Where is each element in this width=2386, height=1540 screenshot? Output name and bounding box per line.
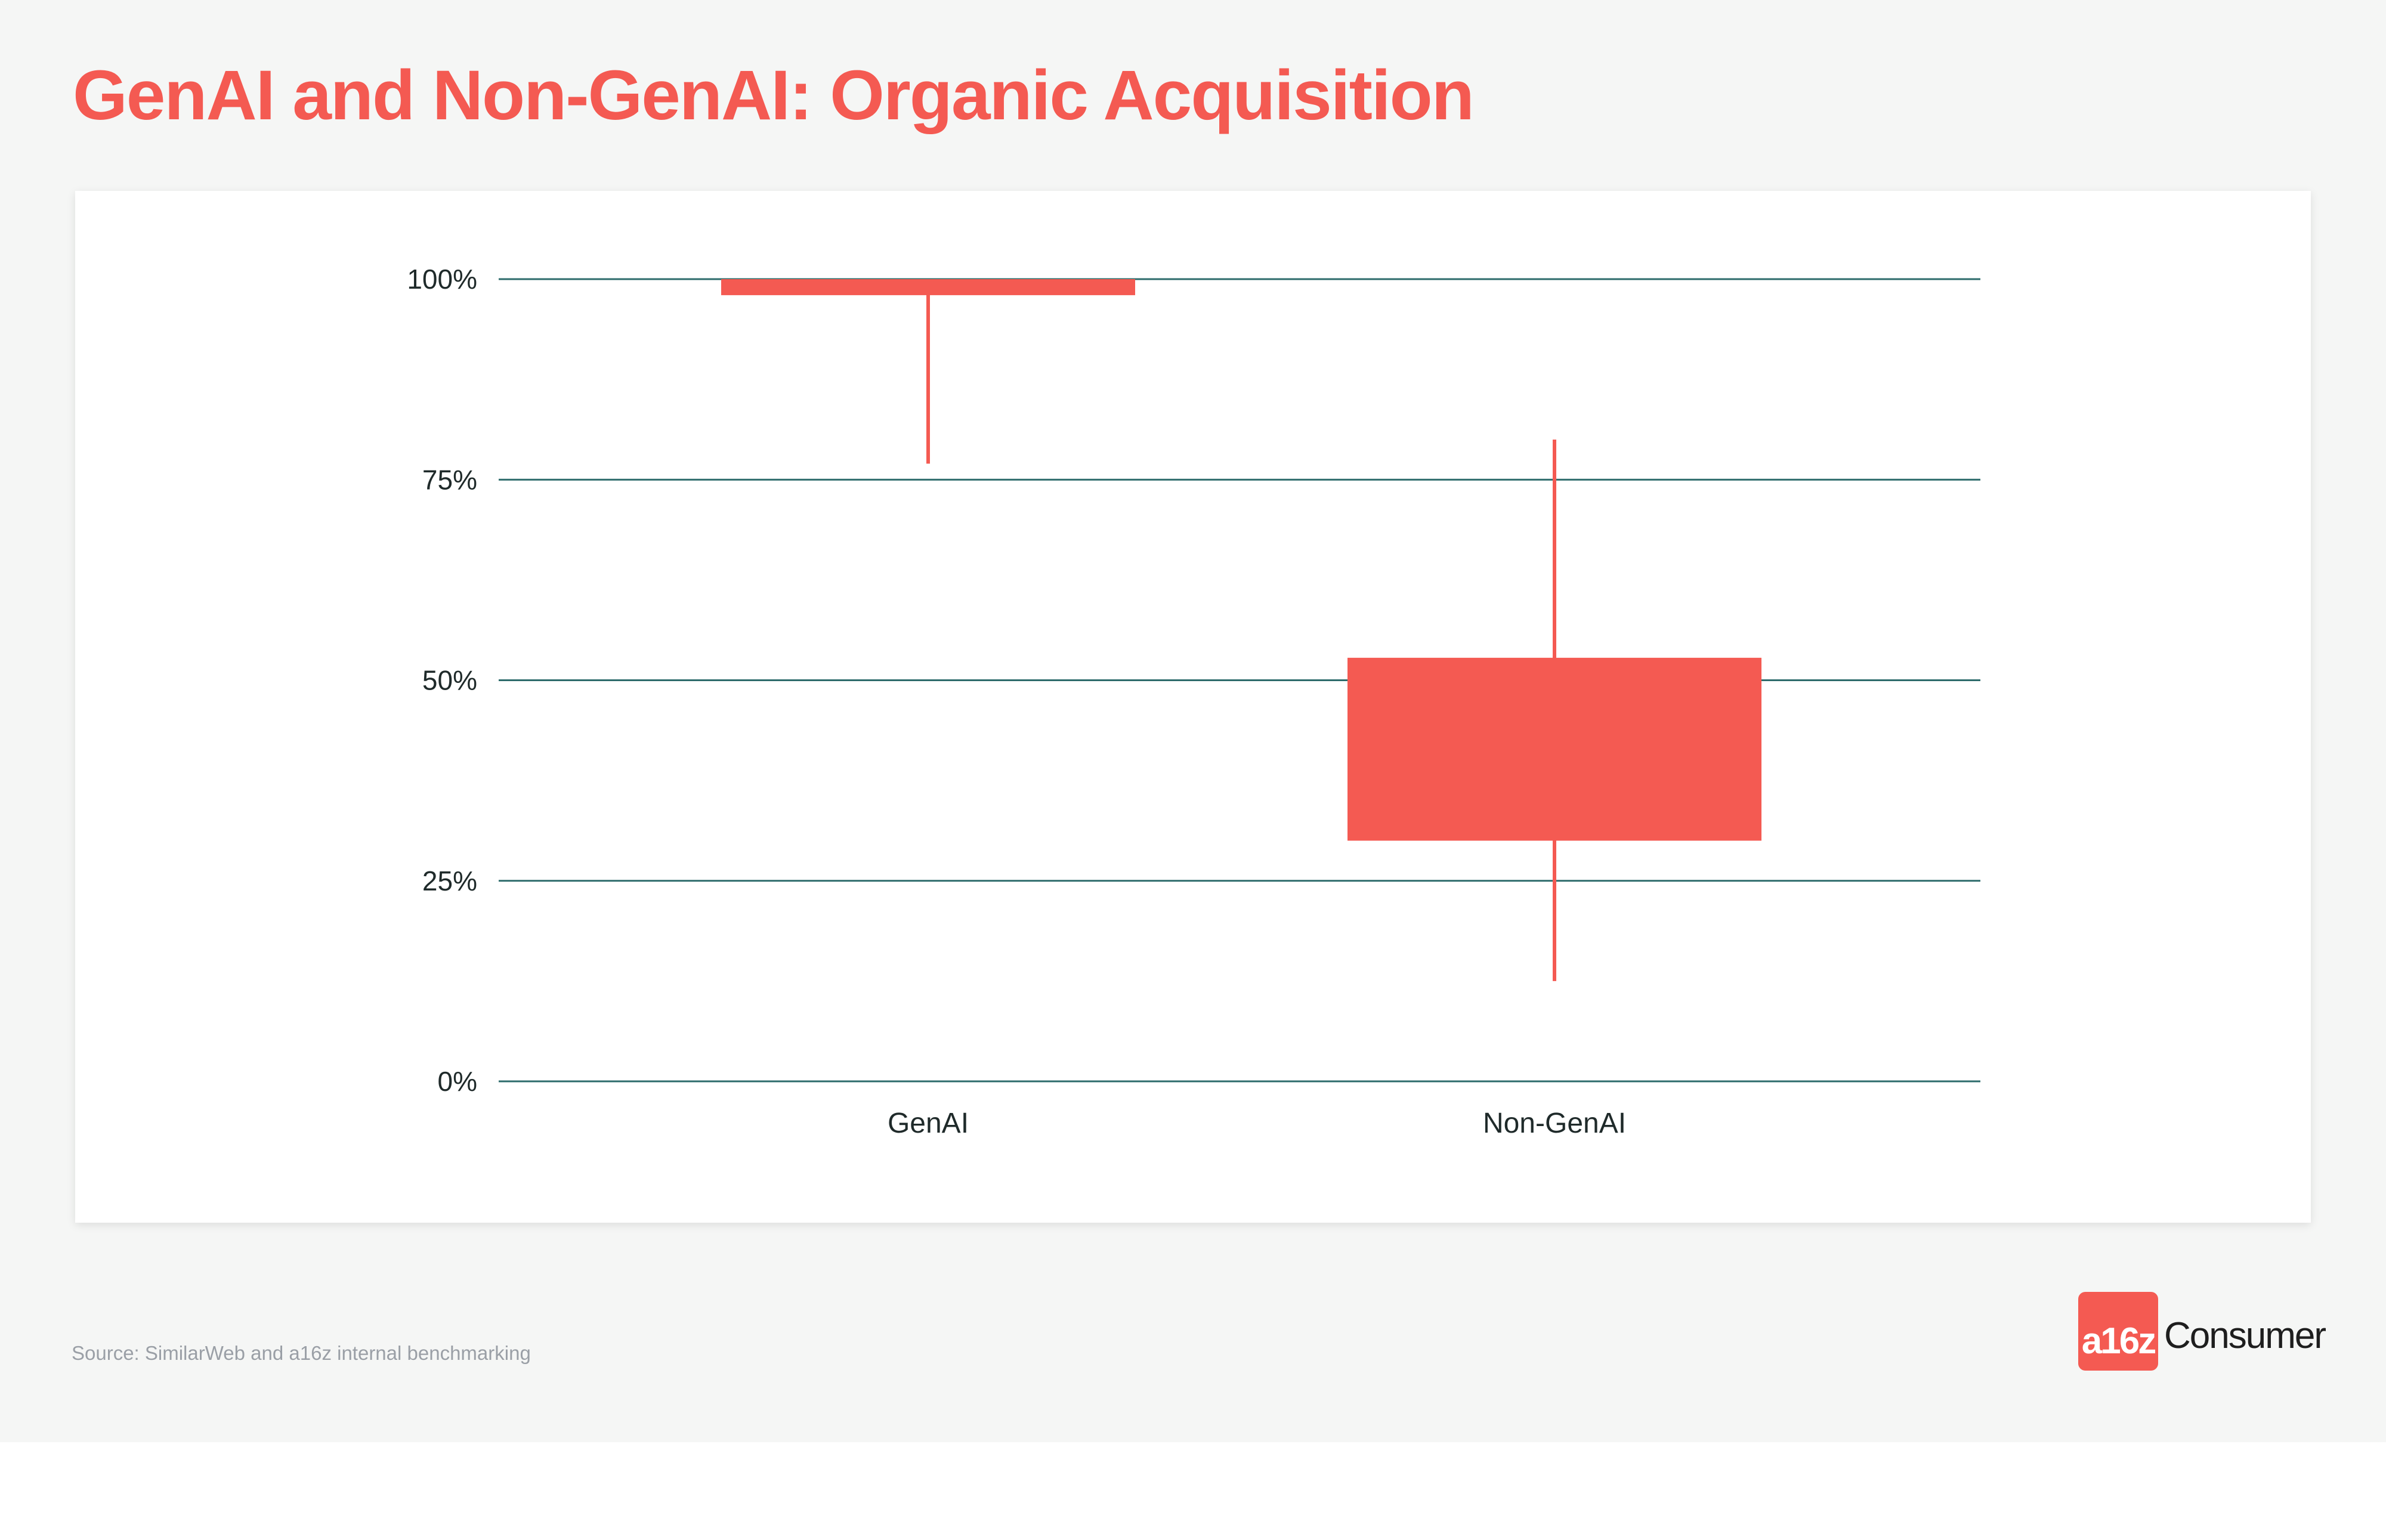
x-category-label: GenAI bbox=[888, 1108, 969, 1139]
y-tick-label: 50% bbox=[422, 665, 477, 696]
y-tick-label: 25% bbox=[422, 865, 477, 896]
logo-wordmark: Consumer bbox=[2164, 1315, 2326, 1356]
x-category-label: Non-GenAI bbox=[1483, 1108, 1626, 1139]
a16z-logo-mark: a16z bbox=[2078, 1292, 2158, 1371]
box-plot: 0% 25% 50% 75% 100% GenAI Non-GenAI bbox=[407, 264, 1980, 1139]
chart-title: GenAI and Non-GenAI: Organic Acquisition bbox=[73, 56, 1475, 135]
source-note: Source: SimilarWeb and a16z internal ben… bbox=[72, 1342, 531, 1364]
slide-background: GenAI and Non-GenAI: Organic Acquisition… bbox=[72, 56, 2326, 1371]
box bbox=[721, 279, 1135, 295]
box bbox=[1347, 657, 1761, 841]
a16z-consumer-logo: a16z Consumer bbox=[2078, 1292, 2326, 1371]
y-tick-label: 0% bbox=[438, 1066, 477, 1097]
y-tick-label: 75% bbox=[422, 464, 477, 495]
y-tick-label: 100% bbox=[407, 264, 477, 295]
chart-card: 0% 25% 50% 75% 100% GenAI Non-GenAI bbox=[75, 191, 2311, 1223]
